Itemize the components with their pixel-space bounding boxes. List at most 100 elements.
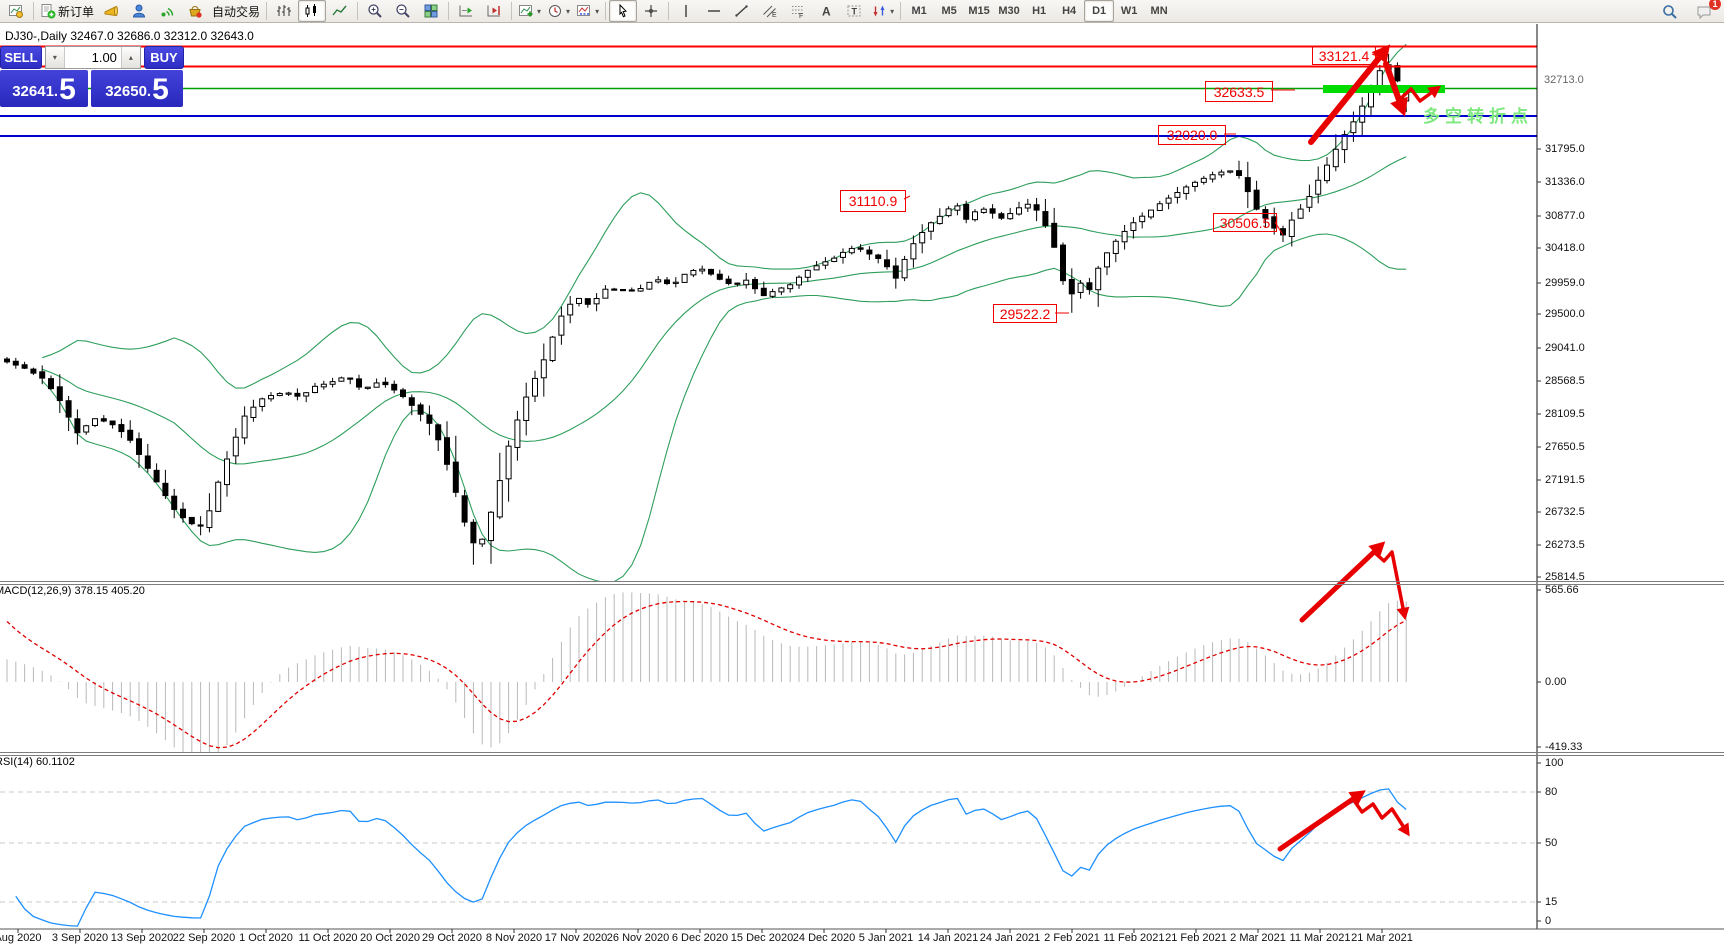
price-axis-tick: 26273.5: [1545, 539, 1585, 551]
timeframe-button-h1[interactable]: H1: [1032, 5, 1047, 17]
chat-icon[interactable]: 1: [1690, 0, 1721, 23]
community-icon[interactable]: [125, 0, 153, 22]
ask-quote[interactable]: 32650. 5: [91, 70, 183, 107]
volume-input[interactable]: [64, 47, 121, 68]
label-icon[interactable]: T: [840, 0, 868, 22]
macd-indicator-label: MACD(12,26,9) 378.15 405.20: [0, 585, 145, 597]
toolbar-separator: [266, 2, 268, 20]
periods-icon[interactable]: ▾: [544, 0, 573, 22]
timeframe-button-m15[interactable]: M15: [968, 5, 990, 17]
timeframe-button-m1[interactable]: M1: [911, 5, 927, 17]
price-axis-tick: 31336.0: [1545, 176, 1585, 188]
candlestick-icon[interactable]: [298, 0, 327, 22]
pane-separator-macd[interactable]: [0, 581, 1724, 585]
vertical-line-icon[interactable]: [672, 0, 700, 22]
bid-price-big-digit: 5: [59, 73, 76, 106]
line-chart-icon[interactable]: [326, 0, 354, 22]
toolbar-separator: [33, 2, 34, 20]
price-annotation-box[interactable]: 31110.9: [840, 190, 906, 212]
date-axis-label: 6 Dec 2020: [671, 932, 729, 944]
price-axis-tick: 27191.5: [1545, 474, 1585, 486]
timeframe-button-w1[interactable]: W1: [1120, 5, 1138, 17]
date-axis-label: 22 Sep 2020: [172, 932, 236, 944]
autotrading-button[interactable]: 自动交易: [212, 4, 261, 19]
toolbar-separator: [605, 2, 607, 20]
rsi-axis-tick: 50: [1545, 837, 1558, 849]
tile-windows-icon[interactable]: [417, 0, 445, 22]
chart-shift-icon[interactable]: [480, 0, 508, 22]
toolbar-separator: [448, 2, 450, 20]
sell-button[interactable]: SELL: [0, 46, 42, 69]
market-icon[interactable]: [181, 0, 209, 22]
new-order-button[interactable]: 新订单: [37, 0, 97, 22]
price-axis-tick: 29041.0: [1545, 342, 1585, 354]
indicators-icon[interactable]: ▾: [515, 0, 544, 22]
shapes-icon[interactable]: ▾: [868, 0, 897, 22]
price-axis-tick: 31795.0: [1545, 143, 1585, 155]
price-axis-tick-hidden: 32713.0: [1544, 74, 1584, 86]
price-annotation-box[interactable]: 32020.0: [1158, 125, 1226, 145]
svg-text:A: A: [822, 5, 831, 19]
svg-text:F: F: [799, 13, 803, 19]
date-axis-label: Aug 2020: [0, 932, 42, 944]
rsi-axis-tick: 0: [1545, 915, 1552, 927]
price-axis-tick: 29500.0: [1545, 308, 1585, 320]
price-axis-tick: 30418.0: [1545, 242, 1585, 254]
auto-scroll-icon[interactable]: [452, 0, 480, 22]
chart-title: DJ30-,Daily 32467.0 32686.0 32312.0 3264…: [5, 29, 254, 43]
timeframe-button-m5[interactable]: M5: [941, 5, 957, 17]
date-axis-label: 8 Nov 2020: [485, 932, 543, 944]
crosshair-icon[interactable]: [637, 0, 665, 22]
ask-price: 32650.: [105, 83, 152, 100]
price-annotation-box[interactable]: 32633.5: [1205, 81, 1273, 102]
signals-icon[interactable]: [153, 0, 181, 22]
timeframe-button-d1[interactable]: D1: [1084, 0, 1115, 22]
macd-axis-tick: 565.66: [1545, 584, 1579, 596]
profiles-icon[interactable]: [2, 0, 30, 22]
pane-separator-rsi[interactable]: [0, 752, 1724, 756]
volume-decrease-button[interactable]: ▾: [45, 47, 65, 68]
price-annotation-box[interactable]: 30506.5: [1213, 213, 1277, 232]
buy-button[interactable]: BUY: [143, 46, 184, 69]
channel-icon[interactable]: E: [756, 0, 784, 22]
toolbar-separator: [511, 2, 513, 20]
templates-icon[interactable]: ▾: [573, 0, 602, 22]
macd-axis-tick: 0.00: [1545, 676, 1567, 688]
date-axis-label: 21 Feb 2021: [1165, 932, 1227, 944]
zoom-out-icon[interactable]: [389, 0, 417, 22]
volume-stepper: ▾ ▴: [44, 46, 141, 69]
search-icon[interactable]: [1656, 1, 1684, 23]
turning-point-annotation: 多空转折点: [1423, 107, 1533, 126]
price-annotation-box[interactable]: 33121.4: [1312, 46, 1376, 65]
rsi-axis-tick: 15: [1545, 896, 1558, 908]
main-toolbar: 新订单 自动交易 ▾ ▾ ▾ E F A T ▾ M1 M5 M15 M30 H1 H4 D1 W1 MN 1: [0, 0, 1724, 23]
horizontal-line-icon[interactable]: [700, 0, 728, 22]
rsi-indicator-label: RSI(14) 60.1102: [0, 756, 75, 768]
toolbar-separator: [357, 2, 359, 20]
volume-increase-button[interactable]: ▴: [120, 47, 140, 68]
ask-price-big-digit: 5: [152, 73, 169, 106]
chat-badge: 1: [1709, 0, 1721, 10]
bar-chart-icon[interactable]: [270, 0, 298, 22]
text-icon[interactable]: A: [812, 0, 840, 22]
date-axis-label: 2 Mar 2021: [1230, 932, 1286, 944]
date-axis-label: 5 Jan 2021: [858, 932, 914, 944]
bid-quote[interactable]: 32641. 5: [0, 70, 88, 107]
trendline-icon[interactable]: [728, 0, 756, 22]
zoom-in-icon[interactable]: [361, 0, 389, 22]
macd-axis-tick: -419.33: [1545, 741, 1583, 753]
cursor-icon[interactable]: [609, 0, 638, 22]
rsi-axis-tick: 100: [1545, 757, 1564, 769]
toolbar-separator: [900, 2, 902, 20]
price-axis-tick: 28109.5: [1545, 408, 1585, 420]
date-axis-label: 2 Feb 2021: [1044, 932, 1100, 944]
fibonacci-icon[interactable]: F: [784, 0, 812, 22]
date-axis-label: 24 Jan 2021: [979, 932, 1041, 944]
metaeditor-icon[interactable]: [97, 0, 125, 22]
price-annotation-box[interactable]: 29522.2: [993, 304, 1057, 323]
date-axis-label: 24 Dec 2020: [792, 932, 856, 944]
timeframe-button-mn[interactable]: MN: [1150, 5, 1168, 17]
timeframe-button-m30[interactable]: M30: [998, 5, 1020, 17]
timeframe-button-h4[interactable]: H4: [1062, 5, 1077, 17]
